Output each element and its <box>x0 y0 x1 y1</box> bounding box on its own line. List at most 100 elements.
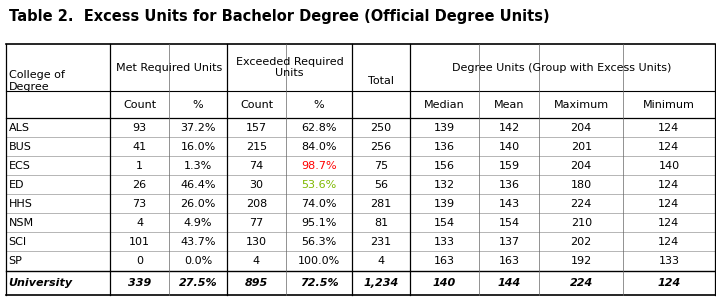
Text: 250: 250 <box>370 123 392 133</box>
Text: 84.0%: 84.0% <box>301 142 337 152</box>
Text: 124: 124 <box>658 237 679 247</box>
Text: 163: 163 <box>434 256 455 266</box>
Text: 140: 140 <box>432 278 456 288</box>
Text: 4: 4 <box>136 218 143 228</box>
Text: 100.0%: 100.0% <box>298 256 340 266</box>
Text: Table 2.  Excess Units for Bachelor Degree (Official Degree Units): Table 2. Excess Units for Bachelor Degre… <box>9 9 549 24</box>
Text: 0.0%: 0.0% <box>184 256 212 266</box>
Text: 95.1%: 95.1% <box>301 218 337 228</box>
Text: Mean: Mean <box>494 100 524 110</box>
Text: 142: 142 <box>498 123 520 133</box>
Text: 139: 139 <box>434 199 455 209</box>
Text: 339: 339 <box>128 278 151 288</box>
Text: 124: 124 <box>658 180 679 190</box>
Text: 139: 139 <box>434 123 455 133</box>
Text: Count: Count <box>123 100 156 110</box>
Text: 256: 256 <box>370 142 392 152</box>
Text: 75: 75 <box>374 161 388 171</box>
Text: 133: 133 <box>659 256 679 266</box>
Text: 81: 81 <box>374 218 388 228</box>
Text: Maximum: Maximum <box>553 100 609 110</box>
Text: 1.3%: 1.3% <box>184 161 212 171</box>
Text: 133: 133 <box>434 237 455 247</box>
Text: 143: 143 <box>498 199 520 209</box>
Text: 16.0%: 16.0% <box>180 142 216 152</box>
Text: 26: 26 <box>132 180 147 190</box>
Text: Met Required Units: Met Required Units <box>116 63 222 72</box>
Text: 46.4%: 46.4% <box>180 180 216 190</box>
Text: 154: 154 <box>498 218 520 228</box>
Text: SP: SP <box>9 256 22 266</box>
Text: %: % <box>193 100 203 110</box>
Text: 1: 1 <box>136 161 143 171</box>
Text: 41: 41 <box>132 142 147 152</box>
Text: College of
Degree: College of Degree <box>9 70 64 92</box>
Text: 27.5%: 27.5% <box>179 278 218 288</box>
Text: 204: 204 <box>571 123 592 133</box>
Text: Degree Units (Group with Excess Units): Degree Units (Group with Excess Units) <box>453 63 672 72</box>
Text: 74.0%: 74.0% <box>301 199 337 209</box>
Text: 56: 56 <box>374 180 388 190</box>
Text: 224: 224 <box>571 199 592 209</box>
Text: 26.0%: 26.0% <box>180 199 216 209</box>
Text: 77: 77 <box>249 218 263 228</box>
Text: 73: 73 <box>132 199 147 209</box>
Text: Total: Total <box>368 76 394 86</box>
Text: 204: 204 <box>571 161 592 171</box>
Text: 208: 208 <box>246 199 267 209</box>
Text: 137: 137 <box>498 237 520 247</box>
Text: 132: 132 <box>434 180 455 190</box>
Text: %: % <box>314 100 324 110</box>
Text: 130: 130 <box>246 237 267 247</box>
Text: HHS: HHS <box>9 199 32 209</box>
Text: 124: 124 <box>657 278 681 288</box>
Text: 124: 124 <box>658 142 679 152</box>
Text: ALS: ALS <box>9 123 29 133</box>
Text: 124: 124 <box>658 218 679 228</box>
Text: SCI: SCI <box>9 237 26 247</box>
Text: 215: 215 <box>246 142 267 152</box>
Text: 124: 124 <box>658 199 679 209</box>
Text: 136: 136 <box>434 142 455 152</box>
Text: 53.6%: 53.6% <box>301 180 337 190</box>
Text: 210: 210 <box>571 218 592 228</box>
Text: 224: 224 <box>570 278 593 288</box>
Text: Minimum: Minimum <box>643 100 695 110</box>
Text: 37.2%: 37.2% <box>180 123 216 133</box>
Text: NSM: NSM <box>9 218 34 228</box>
Text: BUS: BUS <box>9 142 32 152</box>
Text: 0: 0 <box>136 256 143 266</box>
Text: 154: 154 <box>434 218 455 228</box>
Text: Median: Median <box>424 100 465 110</box>
Text: 231: 231 <box>370 237 392 247</box>
Text: 156: 156 <box>434 161 455 171</box>
Text: 4.9%: 4.9% <box>184 218 212 228</box>
Text: ED: ED <box>9 180 24 190</box>
Text: Count: Count <box>240 100 273 110</box>
Text: 93: 93 <box>132 123 147 133</box>
Text: 136: 136 <box>498 180 520 190</box>
Text: 101: 101 <box>129 237 150 247</box>
Text: ECS: ECS <box>9 161 31 171</box>
Text: 157: 157 <box>246 123 267 133</box>
Text: 202: 202 <box>571 237 592 247</box>
Text: 144: 144 <box>498 278 521 288</box>
Text: 56.3%: 56.3% <box>301 237 337 247</box>
Text: 4: 4 <box>253 256 260 266</box>
Text: University: University <box>9 278 73 288</box>
Text: 74: 74 <box>249 161 263 171</box>
Text: 30: 30 <box>249 180 263 190</box>
Text: 4: 4 <box>377 256 384 266</box>
Text: 895: 895 <box>245 278 268 288</box>
Text: 140: 140 <box>498 142 520 152</box>
Text: 43.7%: 43.7% <box>180 237 216 247</box>
Text: 201: 201 <box>571 142 592 152</box>
Text: 163: 163 <box>498 256 520 266</box>
Text: 1,234: 1,234 <box>363 278 399 288</box>
Text: 124: 124 <box>658 123 679 133</box>
Text: 98.7%: 98.7% <box>301 161 337 171</box>
Text: 180: 180 <box>571 180 592 190</box>
Text: Exceeded Required
Units: Exceeded Required Units <box>236 57 344 79</box>
Text: 192: 192 <box>571 256 592 266</box>
Text: 62.8%: 62.8% <box>301 123 337 133</box>
